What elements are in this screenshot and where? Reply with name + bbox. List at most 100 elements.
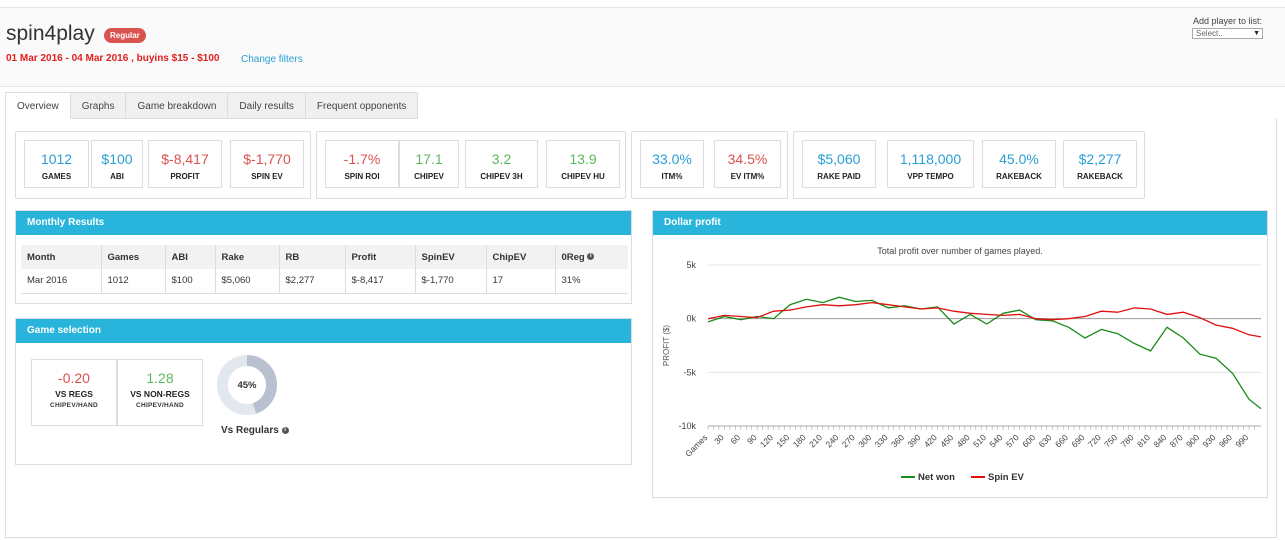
tab-game-breakdown[interactable]: Game breakdown [126,92,229,119]
y-tick-label: 5k [686,260,696,270]
tab-bar: Overview Graphs Game breakdown Daily res… [5,92,419,119]
dollar-profit-title: Dollar profit [653,211,1267,235]
stat-ev-itm-label: EV ITM% [730,172,765,181]
cell-spinev: $-1,770 [415,269,487,294]
y-tick-label: -5k [683,367,696,377]
y-tick-label: 0k [686,314,696,324]
dollar-profit-panel: Dollar profit Total profit over number o… [652,210,1268,498]
stat-rakeback: $2,277 RAKEBACK [1063,140,1137,188]
col-games: Games [101,245,166,269]
x-tick-label: 360 [889,432,906,449]
stat-ev-itm-value: 34.5% [727,151,768,167]
monthly-results-title: Monthly Results [16,211,631,235]
donut-label: 45% [237,380,257,391]
filter-summary: 01 Mar 2016 - 04 Mar 2016 , buyins $15 -… [6,53,220,64]
x-tick-label: 480 [955,432,972,449]
x-tick-label: 510 [971,432,988,449]
cell-0reg: 31% [555,269,628,294]
stat-chipev: 17.1 CHIPEV [399,140,459,188]
info-icon[interactable]: i [587,253,595,261]
tab-daily-results[interactable]: Daily results [228,92,306,119]
x-tick-label: 780 [1119,432,1136,449]
stat-group-chipev: -1.7% SPIN ROI 17.1 CHIPEV 3.2 CHIPEV 3H… [316,131,626,199]
stat-group-itm: 33.0% ITM% 34.5% EV ITM% [631,131,788,199]
stat-rakeback-value: $2,277 [1078,151,1122,167]
x-tick-label: 630 [1037,432,1054,449]
stat-vpp-tempo-value: 1,118,000 [899,151,962,167]
page-header: spin4play Regular 01 Mar 2016 - 04 Mar 2… [0,7,1285,87]
vs-regulars-donut: 45% [217,355,277,415]
x-tick-label: 660 [1053,432,1070,449]
y-tick-label: -10k [678,421,696,431]
vs-regs-label: VS REGS [55,389,93,399]
dollar-profit-chart: 5k 0k -5k -10k PROFIT ($) Games 30 60 90 120 150 18… [662,260,1262,483]
vs-nonregs-box: 1.28 VS NON-REGS CHIPEV/HAND [117,359,203,426]
x-tick-label: 180 [791,432,808,449]
add-player-select-value: Select.. [1196,29,1223,38]
x-tick-label: 900 [1184,432,1201,449]
stat-abi-value: $100 [101,151,133,167]
regular-badge: Regular [104,28,146,43]
stat-rakeback-pct-value: 45.0% [999,151,1039,167]
stat-games-label: GAMES [41,172,72,181]
add-player-label: Add player to list: [1193,16,1263,26]
legend-label: Spin EV [988,472,1025,483]
tab-frequent-opponents[interactable]: Frequent opponents [305,92,419,119]
stat-vpp-tempo: 1,118,000 VPP TEMPO [887,140,974,188]
add-player-select[interactable]: Select.. ▼ [1192,28,1263,39]
stat-itm: 33.0% ITM% [640,140,704,188]
stat-ev-itm: 34.5% EV ITM% [714,140,781,188]
stat-spin-ev-label: SPIN EV [251,172,283,181]
cell-rb: $2,277 [279,269,346,294]
stat-rakeback-label: RAKEBACK [1077,172,1123,181]
series-line-spin-ev [707,301,1262,338]
x-tick-label: 420 [922,432,939,449]
stat-rakeback-pct: 45.0% RAKEBACK [982,140,1056,188]
stat-chipev-3h-label: CHIPEV 3H [480,172,523,181]
x-tick-label: 90 [745,432,759,446]
monthly-results-panel: Monthly Results Month Games ABI Rake RB … [15,210,632,304]
dropdown-arrow-icon: ▼ [1253,30,1260,37]
col-profit: Profit [345,245,416,269]
vs-regs-box: -0.20 VS REGS CHIPEV/HAND [31,359,117,426]
donut-caption-wrap: Vs Regulars i [221,425,289,436]
tab-graphs[interactable]: Graphs [70,92,127,119]
cell-chipev: 17 [486,269,556,294]
change-filters-link[interactable]: Change filters [241,54,303,65]
table-row: Mar 2016 1012 $100 $5,060 $2,277 $-8,417… [21,269,628,294]
x-tick-label: 60 [728,432,742,446]
stat-rake-paid-value: $5,060 [817,151,861,167]
x-tick-label: 270 [840,432,857,449]
stat-itm-label: ITM% [661,172,683,181]
x-tick-label: 450 [938,432,955,449]
col-rb: RB [279,245,346,269]
stat-vpp-tempo-label: VPP TEMPO [907,172,954,181]
stat-spin-ev: $-1,770 SPIN EV [230,140,304,188]
x-tick-label: 150 [774,432,791,449]
x-tick-label: 120 [758,432,775,449]
stat-spin-roi-label: SPIN ROI [344,172,380,181]
y-axis-label: PROFIT ($) [662,325,671,367]
stat-chipev-label: CHIPEV [414,172,444,181]
info-icon[interactable]: i [281,426,289,434]
stat-spin-roi-value: -1.7% [343,151,381,167]
stat-chipev-hu-label: CHIPEV HU [561,172,605,181]
stat-rake-paid: $5,060 RAKE PAID [802,140,876,188]
game-selection-title: Game selection [16,319,631,343]
x-tick-label: 690 [1069,432,1086,449]
tab-overview[interactable]: Overview [5,92,71,119]
monthly-results-table: Month Games ABI Rake RB Profit SpinEV Ch… [21,245,628,294]
stat-profit-label: PROFIT [170,172,200,181]
col-0reg-label: 0Reg [561,251,585,263]
x-tick-label: 720 [1086,432,1103,449]
stat-chipev-hu-value: 13.9 [569,151,597,167]
stat-games: 1012 GAMES [24,140,89,188]
cell-profit: $-8,417 [345,269,416,294]
stat-abi-label: ABI [110,172,124,181]
table-header-row: Month Games ABI Rake RB Profit SpinEV Ch… [21,245,628,269]
x-tick-label: 210 [807,432,824,449]
col-month: Month [21,245,102,269]
cell-rake: $5,060 [215,269,280,294]
stat-chipev-3h-value: 3.2 [491,151,512,167]
stat-group-results: 1012 GAMES $100 ABI $-8,417 PROFIT $-1,7… [15,131,311,199]
